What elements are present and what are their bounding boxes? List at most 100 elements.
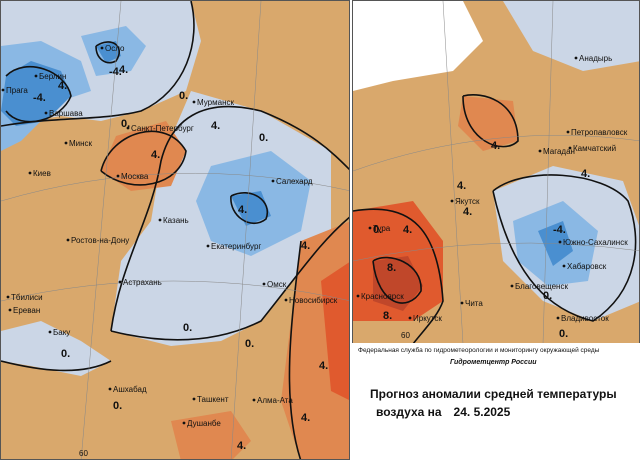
- city-dot: [408, 316, 412, 320]
- isoline-label: 0.: [245, 338, 254, 350]
- city-dot: [48, 330, 52, 334]
- city-label: Красноярск: [361, 292, 404, 301]
- city-label: Санкт-Петербург: [131, 124, 194, 133]
- city-dot: [252, 398, 256, 402]
- isoline-label: 4.: [301, 412, 310, 424]
- isoline-label: 0.: [113, 400, 122, 412]
- city-label: Астрахань: [123, 278, 162, 287]
- city-dot: [182, 421, 186, 425]
- city-label: Минск: [69, 139, 93, 148]
- graticule-east: [353, 1, 639, 344]
- city-label: Москва: [121, 172, 149, 181]
- city-label: Тбилиси: [11, 293, 43, 302]
- city-dot: [100, 46, 104, 50]
- isoline-label: 8.: [383, 310, 392, 322]
- city-dot: [28, 171, 32, 175]
- city-label: Южно-Сахалинск: [563, 238, 628, 247]
- isoline-label: 0.: [179, 90, 188, 102]
- isoline-label: 0.: [373, 224, 382, 236]
- city-label: Осло: [105, 44, 125, 53]
- city-dot: [206, 244, 210, 248]
- isolines-east: [353, 94, 637, 344]
- graticule: [1, 1, 349, 459]
- city-label: Ереван: [13, 306, 40, 315]
- city-label: Петропавловск: [571, 128, 628, 137]
- isoline-label: 4.: [58, 80, 67, 92]
- city-dot: [460, 301, 464, 305]
- isoline-label: 4.: [319, 360, 328, 372]
- center-name: Гидрометцентр России: [450, 359, 537, 366]
- isoline-label: 0.: [559, 328, 568, 340]
- city-dot: [568, 146, 572, 150]
- city-label: Киев: [33, 169, 51, 178]
- left-map: Осло Берлин Прага Варшава Мурманск Санкт-Пете…: [1, 1, 349, 459]
- city-dot: [118, 280, 122, 284]
- city-label: Варшава: [49, 109, 83, 118]
- city-label: Хабаровск: [567, 262, 607, 271]
- isoline-label: -4.: [33, 92, 46, 104]
- city-dot: [8, 308, 12, 312]
- isoline-label: 4.: [119, 64, 128, 76]
- isoline-label: 0.: [61, 348, 70, 360]
- city-dot: [562, 264, 566, 268]
- city-label: Салехард: [276, 177, 313, 186]
- city-label: Камчатский: [573, 144, 616, 153]
- city-dot: [356, 294, 360, 298]
- city-dot: [556, 316, 560, 320]
- isoline-label: 4.: [301, 240, 310, 252]
- city-label: Берлин: [39, 72, 66, 81]
- city-label: Омск: [267, 280, 287, 289]
- forecast-title: Прогноз аномалии средней температуры: [370, 387, 617, 401]
- city-label: Душанбе: [187, 419, 221, 428]
- cold-center-oslo: [96, 41, 121, 63]
- city-dot: [66, 238, 70, 242]
- isoline-label: 4.: [403, 224, 412, 236]
- city-label: Казань: [163, 216, 189, 225]
- city-label: Чита: [465, 299, 483, 308]
- isoline-label: -4.: [553, 224, 566, 236]
- city-dot: [566, 130, 570, 134]
- warm-zone-moscow: [101, 121, 186, 191]
- city-dot: [1, 88, 5, 92]
- city-label: Якутск: [455, 197, 480, 206]
- warm-zone-south: [171, 411, 251, 459]
- isoline-label: 0.: [121, 118, 130, 130]
- warm-zone-magadan: [458, 96, 518, 151]
- city-dot: [158, 218, 162, 222]
- city-dot: [116, 174, 120, 178]
- city-label: Ташкент: [197, 395, 229, 404]
- city-label: Владивосток: [561, 314, 609, 323]
- city-dot: [126, 126, 130, 130]
- cold-center-europe: [1, 61, 71, 126]
- isoline-label: 4.: [238, 204, 247, 216]
- agency-name: Федеральная служба по гидрометеорологии …: [358, 347, 600, 354]
- warm-center-krasnoyarsk: [373, 256, 423, 311]
- city-label: Баку: [53, 328, 70, 337]
- isoline-label: 4.: [581, 168, 590, 180]
- city-dot: [192, 397, 196, 401]
- city-dot: [368, 226, 372, 230]
- city-label: Прага: [6, 86, 28, 95]
- city-label: Екатеринбург: [211, 242, 261, 251]
- city-label: Иркутск: [413, 314, 442, 323]
- city-dot: [108, 387, 112, 391]
- city-dot: [44, 111, 48, 115]
- city-dot: [510, 284, 514, 288]
- left-map-panel: Осло Берлин Прага Варшава Мурманск Санкт-Пете…: [0, 0, 350, 460]
- isoline-label: 4.: [457, 180, 466, 192]
- forecast-date: 24. 5.2025: [453, 405, 511, 419]
- city-label: Благовещенск: [515, 282, 568, 291]
- city-label: Новосибирск: [289, 296, 338, 305]
- legend-panel: Федеральная служба по гидрометеорологии …: [352, 343, 640, 460]
- isoline-label: 4.: [237, 440, 246, 452]
- city-label: Тура: [373, 224, 391, 233]
- isoline-label: -4.: [109, 66, 122, 78]
- city-label: Мурманск: [197, 98, 234, 107]
- city-dot: [262, 282, 266, 286]
- city-dot: [574, 56, 578, 60]
- city-dot: [6, 295, 10, 299]
- cold-zone-northeast: [503, 1, 639, 71]
- city-dot: [64, 141, 68, 145]
- isoline-label: 0.: [183, 322, 192, 334]
- isoline-label: 4.: [491, 140, 500, 152]
